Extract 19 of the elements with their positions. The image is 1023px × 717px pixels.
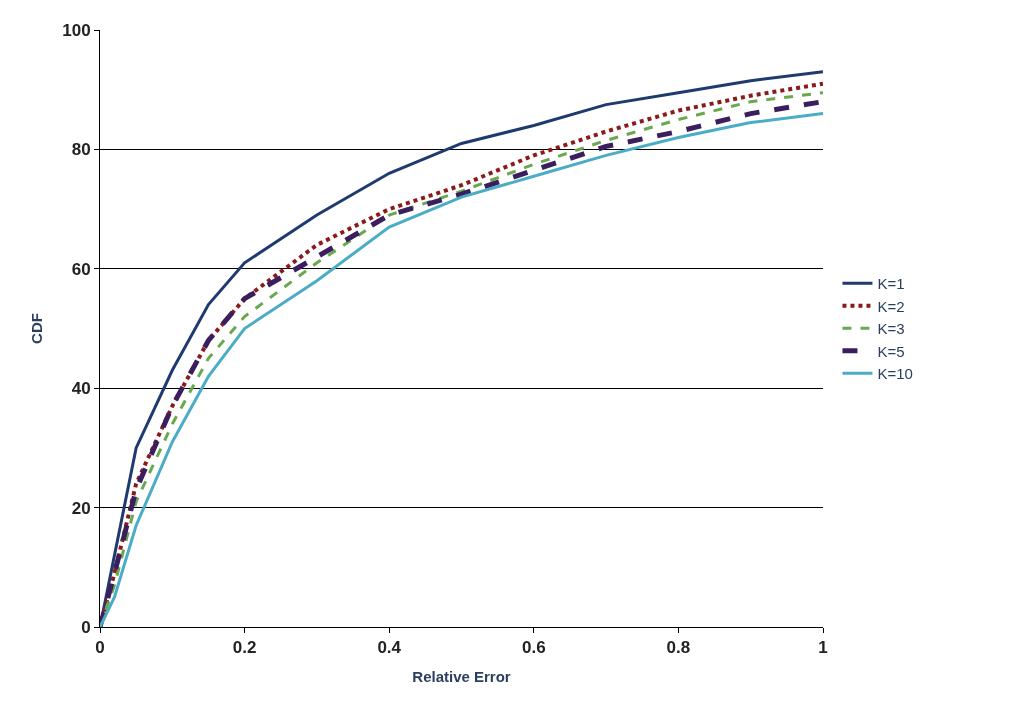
x-axis-title: Relative Error xyxy=(412,668,511,686)
y-tick-label: 20 xyxy=(71,498,91,518)
legend-label: K=5 xyxy=(877,342,905,360)
x-tick-label: 0 xyxy=(95,638,105,658)
x-tick-label: 0.4 xyxy=(377,638,402,658)
legend-label: K=10 xyxy=(877,365,913,383)
y-tick-label: 100 xyxy=(62,20,91,40)
x-tick-label: 0.8 xyxy=(666,638,691,658)
y-tick-label: 0 xyxy=(81,617,91,637)
x-tick-label: 0.2 xyxy=(232,638,257,658)
x-tick-label: 0.6 xyxy=(521,638,546,658)
y-axis-title: CDF xyxy=(28,313,46,344)
legend-label: K=3 xyxy=(877,320,905,338)
legend-label: K=1 xyxy=(877,275,905,293)
y-tick-label: 80 xyxy=(71,140,91,160)
legend-label: K=2 xyxy=(877,297,905,315)
x-tick-label: 1 xyxy=(818,638,828,658)
y-tick-label: 40 xyxy=(71,379,91,399)
y-tick-label: 60 xyxy=(71,259,91,279)
